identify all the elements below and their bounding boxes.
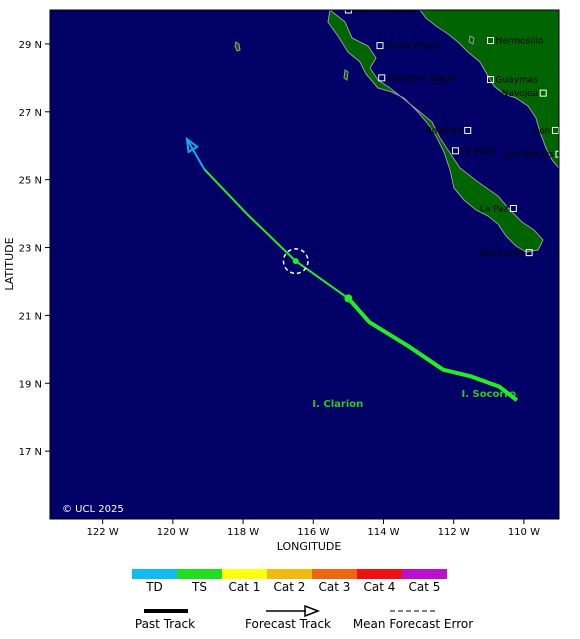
- place-marker-5: [539, 89, 547, 97]
- legend-label-5: Cat 4: [364, 580, 396, 594]
- lat-tick-label-3: 23 N: [19, 244, 42, 255]
- lat-tick-label-2: 21 N: [19, 311, 42, 322]
- place-markers: San Fernando Punta Prieta Hermosillo Guerre…: [344, 6, 559, 259]
- isla-guadalupe: [234, 41, 241, 52]
- copyright-text: © UCL 2025: [62, 504, 124, 515]
- lon-tick-label-2: 118 W: [227, 527, 259, 538]
- legend-forecast-track-label: Forecast Track: [245, 617, 331, 631]
- place-marker-6: [464, 126, 472, 134]
- place-label-5: Navojoa: [502, 89, 539, 99]
- lat-tick-label-0: 17 N: [19, 447, 42, 458]
- legend-label-1: TS: [191, 580, 207, 594]
- place-label-4: Guaymas: [496, 76, 539, 86]
- island-labels: I. Clarion I. Socorro: [312, 389, 516, 410]
- storm-track: [185, 136, 519, 402]
- place-marker-9: [555, 150, 559, 158]
- place-marker-10: [509, 205, 517, 213]
- plot-frame: [49, 9, 560, 520]
- lat-tick-label-1: 19 N: [19, 379, 42, 390]
- legend: TD TS Cat 1 Cat 2 Cat 3 Cat 4 Cat 5 Past Track F…: [132, 569, 473, 631]
- forecast-track-segment-3: [186, 138, 206, 170]
- lon-tick-label-0: 122 W: [87, 527, 119, 538]
- ocean: [50, 10, 559, 519]
- map-plot-area: San Fernando Punta Prieta Hermosillo Guerre…: [50, 6, 559, 519]
- isla-cedros: [343, 69, 349, 81]
- place-marker-11: [525, 249, 533, 257]
- lat-tick-label-6: 29 N: [19, 40, 42, 51]
- place-label-6: Rosarito: [426, 126, 463, 136]
- place-label-0: San Fernando: [353, 6, 415, 16]
- y-axis-title: LATITUDE: [3, 237, 16, 290]
- place-marker-2: [487, 37, 495, 45]
- island-label-0: I. Clarion: [312, 399, 363, 410]
- legend-swatch-0: [132, 569, 177, 579]
- place-label-10: La Paz: [480, 205, 509, 215]
- place-marker-4: [487, 76, 495, 84]
- axes: 122 W 120 W 118 W 116 W 114 W 112 W 110 W 17 N 1…: [19, 40, 540, 538]
- legend-forecast-arrow: [304, 604, 321, 618]
- legend-swatch-2: [222, 569, 267, 579]
- forecast-arrowhead: [185, 136, 200, 154]
- island-label-1: I. Socorro: [461, 389, 516, 400]
- x-axis-title: LONGITUDE: [277, 540, 342, 553]
- place-marker-3: [378, 74, 386, 82]
- place-label-3: Guerrero Negro: [387, 74, 457, 84]
- legend-label-3: Cat 2: [274, 580, 306, 594]
- place-marker-0: [344, 10, 352, 14]
- legend-label-6: Cat 5: [409, 580, 441, 594]
- place-marker-1: [376, 42, 384, 50]
- place-marker-7: [551, 126, 559, 134]
- place-label-11: San Lucas: [479, 249, 525, 259]
- forecast-track-segment-0: [295, 260, 349, 300]
- past-track-line: [346, 297, 519, 402]
- legend-swatch-6: [402, 569, 447, 579]
- forecast-track-segment-1: [245, 212, 297, 262]
- legend-label-4: Cat 3: [319, 580, 351, 594]
- forecast-error-circle: [282, 248, 309, 275]
- legend-past-track-label: Past Track: [135, 617, 195, 631]
- legend-swatch-4: [312, 569, 357, 579]
- place-label-7: Don: [532, 126, 550, 136]
- place-label-9: Los Mochis: [505, 150, 554, 160]
- legend-swatch-5: [357, 569, 402, 579]
- lon-tick-label-4: 114 W: [367, 527, 399, 538]
- lat-tick-label-5: 27 N: [19, 108, 42, 119]
- lon-tick-label-5: 112 W: [438, 527, 470, 538]
- legend-swatch-3: [267, 569, 312, 579]
- legend-swatch-1: [177, 569, 222, 579]
- lat-tick-label-4: 25 N: [19, 176, 42, 187]
- forecast-point-0: [292, 258, 299, 265]
- legend-mean-error-label: Mean Forecast Error: [353, 617, 473, 631]
- place-label-2: Hermosillo: [496, 37, 544, 47]
- lon-tick-label-6: 110 W: [508, 527, 540, 538]
- place-label-8: La Poza: [460, 147, 494, 157]
- forecast-track-segment-2: [203, 168, 248, 215]
- place-marker-8: [451, 147, 459, 155]
- place-label-1: Punta Prieta: [385, 42, 440, 52]
- current-position-point: [344, 294, 353, 303]
- lon-tick-label-3: 116 W: [297, 527, 329, 538]
- lon-tick-label-1: 120 W: [157, 527, 189, 538]
- legend-label-0: TD: [145, 580, 163, 594]
- legend-label-2: Cat 1: [229, 580, 261, 594]
- mainland-mexico: [419, 10, 559, 169]
- isla-tiburon: [468, 35, 475, 45]
